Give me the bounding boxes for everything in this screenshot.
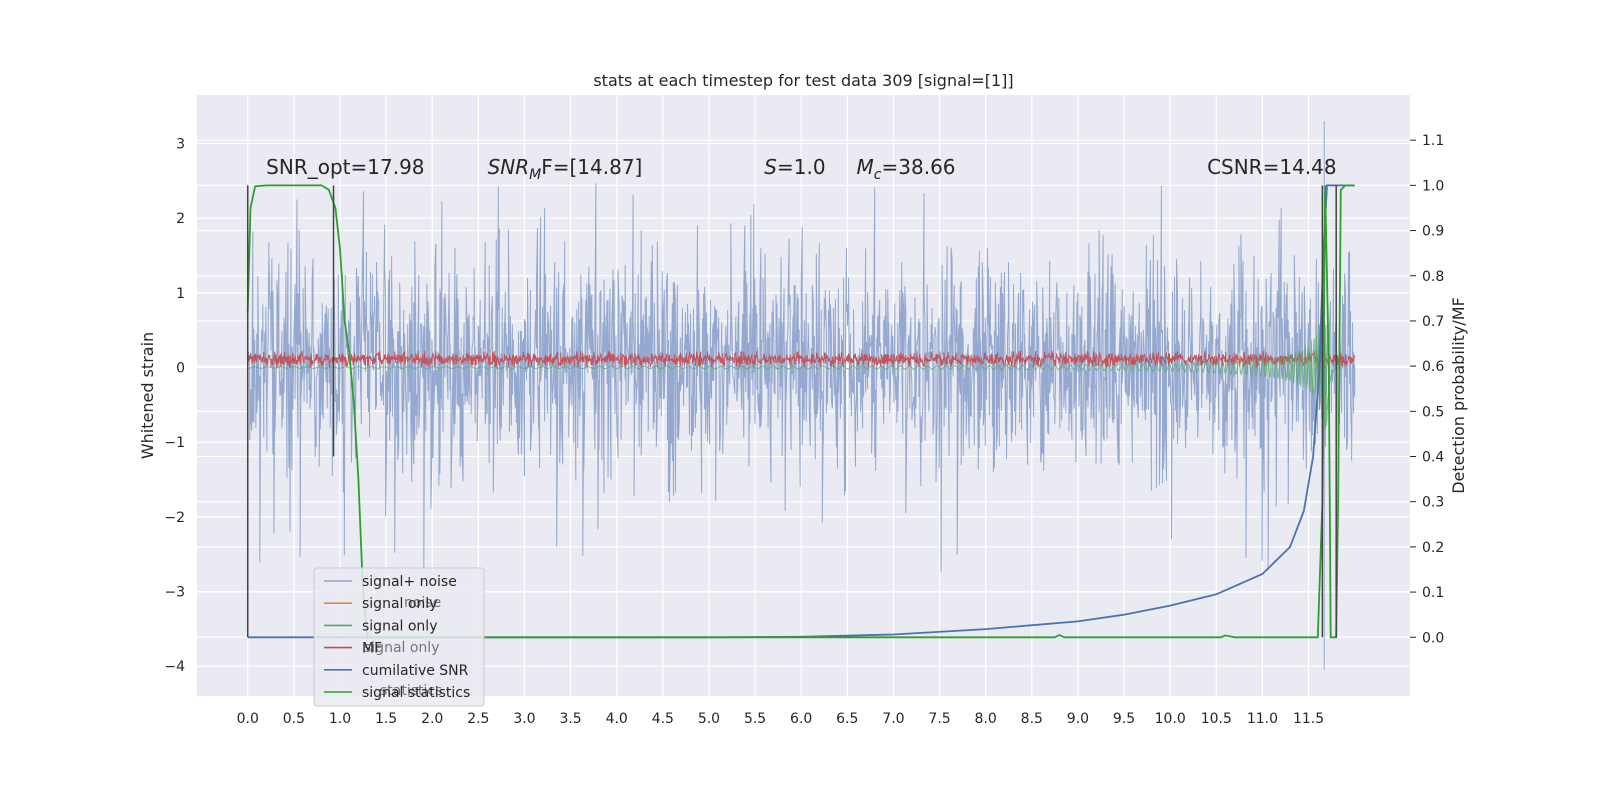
y2-tick-label: 0.9 xyxy=(1422,224,1444,240)
x-tick-label: 2.5 xyxy=(467,711,489,727)
x-tick-label: 0.0 xyxy=(237,711,259,727)
legend-label: signal statistics xyxy=(362,685,470,701)
x-tick-label: 1.5 xyxy=(375,711,397,727)
x-tick-label: 10.5 xyxy=(1201,711,1232,727)
x-tick-label: 5.5 xyxy=(744,711,766,727)
annotation-mc: Mc=38.66 xyxy=(857,155,956,183)
x-tick-label: 9.0 xyxy=(1067,711,1089,727)
x-tick-label: 7.0 xyxy=(882,711,904,727)
y2-tick-label: 0.8 xyxy=(1422,269,1444,285)
legend-label: signal only xyxy=(362,618,437,634)
series-signal-statistics xyxy=(246,184,1355,639)
snr-mf-symbol: SNR xyxy=(488,155,530,179)
y2-tick-label: 0.6 xyxy=(1422,359,1444,375)
y2-tick-label: 0.5 xyxy=(1422,404,1444,420)
x-tick-label: 6.0 xyxy=(790,711,812,727)
y2-tick-label: 0.3 xyxy=(1422,495,1444,511)
x-tick-label: 11.5 xyxy=(1293,711,1324,727)
legend-label: signal only xyxy=(362,596,437,612)
y-tick-label: −2 xyxy=(164,510,185,526)
annotation-snr-opt: SNR_opt=17.98 xyxy=(266,155,424,179)
series-mf xyxy=(247,350,1356,369)
y-tick-label: 2 xyxy=(176,211,185,227)
legend-ghost-label: statistics xyxy=(380,683,442,699)
mc-subscript: c xyxy=(874,167,882,183)
s-value: =1.0 xyxy=(777,155,826,179)
y-tick-label: −4 xyxy=(164,659,185,675)
x-tick-label: 6.5 xyxy=(836,711,858,727)
s-symbol: S xyxy=(764,155,777,179)
y-tick-label: 0 xyxy=(176,361,185,377)
legend-ghost-label: signal only xyxy=(364,640,439,656)
y2-tick-label: 0.7 xyxy=(1422,314,1444,330)
axes: 0.0 0.5 1.0 1.5 2.0 2.5 3.0 3.5 4.0 4.5 5.0 5.5 6.0 6… xyxy=(164,133,1444,727)
legend-label: signal+ noise xyxy=(362,574,457,590)
x-tick-label: 1.0 xyxy=(329,711,351,727)
y-tick-label: −3 xyxy=(164,584,185,600)
snr-mf-subscript: M xyxy=(529,167,541,183)
x-tick-label: 9.5 xyxy=(1113,711,1135,727)
annotation-csnr: CSNR=14.48 xyxy=(1207,155,1337,179)
x-tick-label: 8.5 xyxy=(1021,711,1043,727)
legend-label: MF xyxy=(362,641,382,657)
x-tick-label: 5.0 xyxy=(698,711,720,727)
y-tick-label: 3 xyxy=(176,137,185,153)
snr-mf-value: F=[14.87] xyxy=(541,155,642,179)
annotation-snr-mf: SNRMF=[14.87] xyxy=(488,155,643,183)
annotation-s: S=1.0 xyxy=(764,155,825,179)
annotations: SNR_opt=17.98 SNRMF=[14.87] S=1.0 Mc=38.… xyxy=(266,155,1336,183)
x-tick-label: 11.0 xyxy=(1247,711,1278,727)
y-tick-label: −1 xyxy=(164,435,185,451)
x-tick-label: 8.0 xyxy=(975,711,997,727)
x-tick-label: 4.5 xyxy=(652,711,674,727)
x-tick-label: 7.5 xyxy=(928,711,950,727)
y-tick-label: 1 xyxy=(176,286,185,302)
legend-label: cumilative SNR xyxy=(362,663,469,679)
right-axis-series xyxy=(246,184,1355,639)
y2-tick-label: 1.1 xyxy=(1422,133,1444,149)
y2-tick-label: 0.1 xyxy=(1422,585,1444,601)
x-tick-label: 3.0 xyxy=(513,711,535,727)
x-tick-label: 4.0 xyxy=(606,711,628,727)
y2-axis-label: Detection probability/MF xyxy=(1449,297,1468,494)
y2-tick-label: 0.0 xyxy=(1422,630,1444,646)
series-signal-only xyxy=(247,283,1341,458)
legend-ghost-label: noise xyxy=(404,595,441,611)
legend-box xyxy=(313,567,485,707)
y2-tick-label: 1.0 xyxy=(1422,178,1444,194)
y2-tick-label: 0.2 xyxy=(1422,540,1444,556)
x-tick-label: 3.5 xyxy=(559,711,581,727)
x-tick-label: 0.5 xyxy=(283,711,305,727)
mc-symbol: M xyxy=(857,155,874,179)
y-axis-label: Whitened strain xyxy=(138,332,157,459)
x-tick-label: 10.0 xyxy=(1155,711,1186,727)
mc-value: =38.66 xyxy=(882,155,956,179)
x-tick-label: 2.0 xyxy=(421,711,443,727)
chart-title: stats at each timestep for test data 309… xyxy=(593,71,1013,90)
y2-tick-label: 0.4 xyxy=(1422,450,1444,466)
